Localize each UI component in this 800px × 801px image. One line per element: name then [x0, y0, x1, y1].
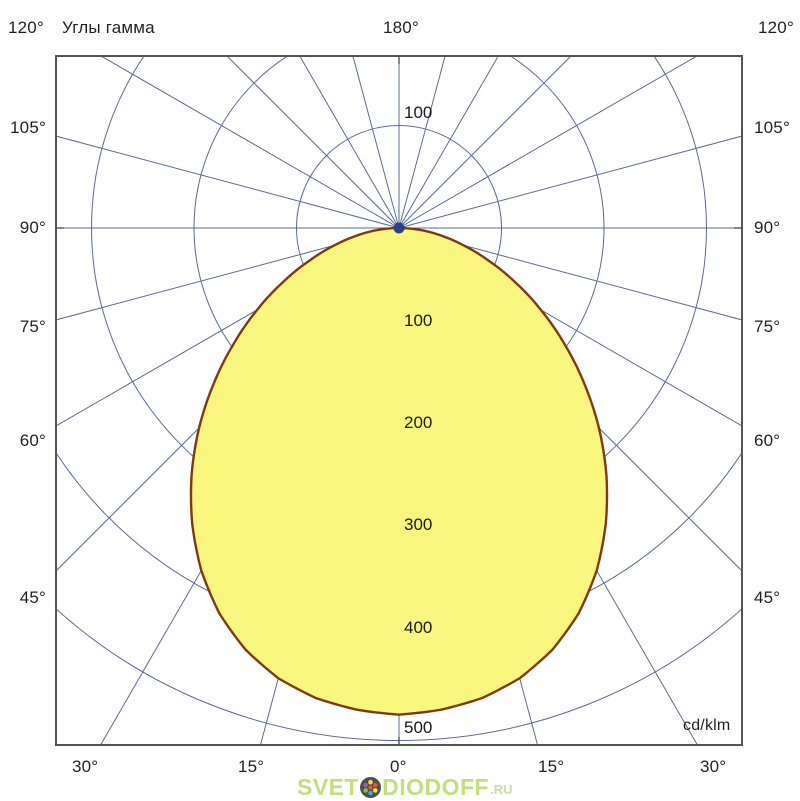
bottom-label-30-left: 30°: [72, 757, 99, 776]
radial-label-500: 500: [404, 718, 433, 737]
top-label-center: 180°: [383, 18, 419, 37]
frame-ticks: [56, 56, 742, 745]
bottom-label-0: 0°: [390, 757, 407, 776]
left-label-60: 60°: [19, 431, 46, 450]
top-label-left: 120°: [8, 18, 44, 37]
bottom-label-15-right: 15°: [538, 757, 565, 776]
left-label-90: 90°: [19, 218, 46, 237]
right-label-75: 75°: [754, 317, 781, 336]
radial-label-100: 100: [404, 311, 433, 330]
left-label-105: 105°: [10, 118, 46, 137]
intensity-curve-shape: [189, 226, 609, 716]
right-label-45: 45°: [754, 588, 781, 607]
radial-label-300: 300: [404, 515, 433, 534]
page-title: Углы гамма: [62, 18, 155, 37]
watermark-text-tld: .RU: [490, 782, 513, 797]
watermark: SVET DIODOFF .RU: [297, 773, 513, 800]
watermark-text-diodoff: DIODOFF: [382, 773, 490, 800]
watermark-text-svet: SVET: [297, 773, 360, 800]
left-label-75: 75°: [19, 317, 46, 336]
right-label-90: 90°: [754, 218, 781, 237]
bottom-label-15-left: 15°: [238, 757, 265, 776]
bottom-label-30-right: 30°: [700, 757, 727, 776]
radial-label-400: 400: [404, 618, 433, 637]
top-label-right: 120°: [758, 18, 794, 37]
left-label-45: 45°: [19, 588, 46, 607]
intensity-curve-group: [189, 226, 609, 716]
unit-label: cd/klm: [683, 717, 731, 734]
colored-dots-circle-icon: [360, 776, 382, 798]
right-label-105: 105°: [754, 118, 790, 137]
radial-label-200: 200: [404, 413, 433, 432]
right-label-60: 60°: [754, 431, 781, 450]
origin-marker: [393, 222, 405, 234]
radial-label-100-top: 100: [404, 103, 433, 122]
